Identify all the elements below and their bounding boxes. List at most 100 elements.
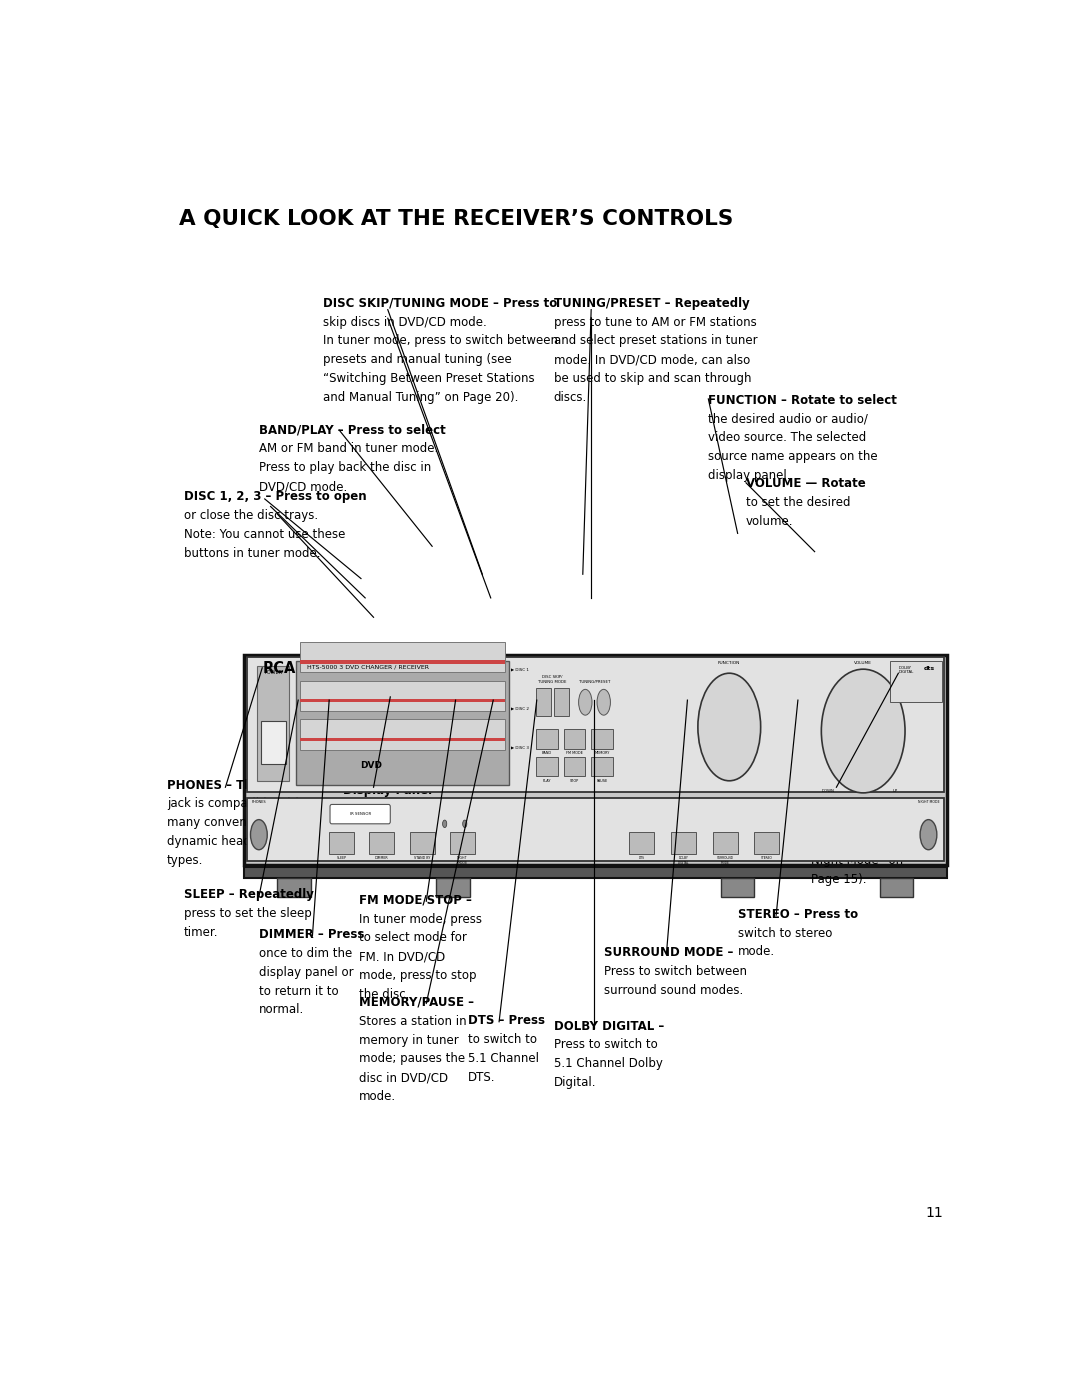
Text: 5.1 Channel Dolby: 5.1 Channel Dolby bbox=[554, 1058, 662, 1070]
Text: to return it to: to return it to bbox=[259, 985, 338, 997]
Text: the desired audio or audio/: the desired audio or audio/ bbox=[708, 412, 868, 425]
Text: video source. The selected: video source. The selected bbox=[708, 432, 866, 444]
Text: the disc.: the disc. bbox=[360, 988, 409, 1000]
Text: PAUSE: PAUSE bbox=[596, 778, 608, 782]
Text: surround sound modes.: surround sound modes. bbox=[604, 983, 743, 997]
Text: DTS: DTS bbox=[638, 856, 645, 861]
FancyBboxPatch shape bbox=[536, 689, 551, 717]
Text: STEREO: STEREO bbox=[761, 856, 773, 861]
Text: VOLUME: VOLUME bbox=[854, 661, 873, 665]
Text: be used to skip and scan through: be used to skip and scan through bbox=[554, 372, 751, 386]
Text: mode; pauses the: mode; pauses the bbox=[360, 1052, 465, 1066]
Text: STAND BY: STAND BY bbox=[414, 856, 430, 861]
FancyBboxPatch shape bbox=[244, 866, 947, 877]
Text: buttons in tuner mode.: buttons in tuner mode. bbox=[184, 546, 320, 560]
Text: DIMMER – Press: DIMMER – Press bbox=[259, 928, 364, 942]
Text: and select preset stations in tuner: and select preset stations in tuner bbox=[554, 334, 757, 348]
Text: or close the disc trays.: or close the disc trays. bbox=[184, 509, 318, 522]
Text: SLEEP – Repeatedly: SLEEP – Repeatedly bbox=[184, 888, 313, 901]
FancyBboxPatch shape bbox=[300, 643, 505, 672]
FancyBboxPatch shape bbox=[536, 729, 557, 749]
Text: Note: You cannot use these: Note: You cannot use these bbox=[184, 528, 345, 541]
FancyBboxPatch shape bbox=[278, 877, 311, 897]
FancyBboxPatch shape bbox=[671, 833, 696, 854]
Text: memory in tuner: memory in tuner bbox=[360, 1034, 459, 1046]
Text: IR SENSOR: IR SENSOR bbox=[350, 812, 370, 816]
Text: volume.: volume. bbox=[746, 515, 794, 528]
FancyBboxPatch shape bbox=[330, 805, 390, 824]
Text: press to set the sleep: press to set the sleep bbox=[184, 907, 311, 921]
Text: SURROUND
MODE: SURROUND MODE bbox=[717, 856, 733, 865]
FancyBboxPatch shape bbox=[591, 729, 613, 749]
FancyBboxPatch shape bbox=[880, 877, 914, 897]
Text: Press to switch to: Press to switch to bbox=[554, 1038, 658, 1052]
FancyBboxPatch shape bbox=[890, 661, 942, 703]
Ellipse shape bbox=[920, 820, 936, 849]
Text: VOLUME — Rotate: VOLUME — Rotate bbox=[746, 478, 866, 490]
Text: Press to play back the disc in: Press to play back the disc in bbox=[259, 461, 431, 475]
Text: timer.: timer. bbox=[184, 926, 218, 939]
Text: once to dim the: once to dim the bbox=[259, 947, 352, 960]
Text: DIMMER: DIMMER bbox=[375, 856, 389, 861]
FancyBboxPatch shape bbox=[260, 721, 285, 764]
Text: range (see “Using: range (see “Using bbox=[811, 835, 918, 848]
Text: A QUICK LOOK AT THE RECEIVER’S CONTROLS: A QUICK LOOK AT THE RECEIVER’S CONTROLS bbox=[178, 208, 733, 229]
FancyBboxPatch shape bbox=[564, 757, 585, 777]
Text: dynamic headphone: dynamic headphone bbox=[166, 835, 287, 848]
FancyBboxPatch shape bbox=[329, 833, 354, 854]
Text: RCA: RCA bbox=[262, 661, 296, 676]
FancyBboxPatch shape bbox=[300, 680, 505, 711]
Ellipse shape bbox=[821, 669, 905, 793]
Text: many conventional: many conventional bbox=[166, 816, 280, 830]
FancyBboxPatch shape bbox=[449, 833, 475, 854]
FancyBboxPatch shape bbox=[755, 833, 780, 854]
FancyBboxPatch shape bbox=[591, 757, 613, 777]
FancyBboxPatch shape bbox=[409, 833, 434, 854]
Text: Press to compress: Press to compress bbox=[811, 798, 918, 810]
Text: Stores a station in: Stores a station in bbox=[360, 1014, 467, 1028]
FancyBboxPatch shape bbox=[436, 877, 470, 897]
FancyBboxPatch shape bbox=[554, 689, 569, 717]
Text: NIGHT
MODE: NIGHT MODE bbox=[457, 856, 468, 865]
Text: ▶ DISC 3: ▶ DISC 3 bbox=[511, 745, 529, 749]
Text: DVD/CD mode.: DVD/CD mode. bbox=[259, 481, 347, 493]
Text: disc in DVD/CD: disc in DVD/CD bbox=[360, 1071, 448, 1084]
Text: switch to stereo: switch to stereo bbox=[738, 926, 832, 940]
Text: presets and manual tuning (see: presets and manual tuning (see bbox=[323, 353, 512, 366]
Text: press to tune to AM or FM stations: press to tune to AM or FM stations bbox=[554, 316, 756, 328]
Text: MEMORY: MEMORY bbox=[594, 750, 610, 754]
Text: FM. In DVD/CD: FM. In DVD/CD bbox=[360, 950, 446, 963]
FancyBboxPatch shape bbox=[296, 661, 509, 785]
Text: mode.: mode. bbox=[738, 946, 774, 958]
Text: to switch to: to switch to bbox=[468, 1032, 537, 1046]
Text: and Manual Tuning” on Page 20).: and Manual Tuning” on Page 20). bbox=[323, 391, 518, 404]
FancyBboxPatch shape bbox=[257, 666, 289, 781]
Text: FUNCTION: FUNCTION bbox=[718, 661, 741, 665]
Text: DVD: DVD bbox=[360, 761, 382, 770]
Text: BAND/PLAY – Press to select: BAND/PLAY – Press to select bbox=[259, 423, 446, 437]
FancyBboxPatch shape bbox=[300, 661, 505, 664]
Text: NIGHT MODE: NIGHT MODE bbox=[918, 800, 940, 805]
Text: UP: UP bbox=[892, 789, 897, 792]
Text: mode, press to stop: mode, press to stop bbox=[360, 970, 476, 982]
FancyBboxPatch shape bbox=[713, 833, 738, 854]
Text: display panel or: display panel or bbox=[259, 965, 353, 979]
Text: PHONES: PHONES bbox=[252, 800, 266, 805]
Text: ▶ DISC 2: ▶ DISC 2 bbox=[511, 707, 529, 711]
Text: FM MODE: FM MODE bbox=[566, 750, 583, 754]
Text: PLAY: PLAY bbox=[542, 778, 551, 782]
FancyBboxPatch shape bbox=[629, 833, 654, 854]
Text: STOP: STOP bbox=[570, 778, 579, 782]
Ellipse shape bbox=[443, 820, 447, 827]
Text: Press to switch between: Press to switch between bbox=[604, 965, 746, 978]
Text: TUNING/PRESET: TUNING/PRESET bbox=[579, 680, 610, 685]
Text: DOLBY
DIGITAL: DOLBY DIGITAL bbox=[899, 666, 914, 675]
Text: DISC SKIP/TUNING MODE – Press to: DISC SKIP/TUNING MODE – Press to bbox=[323, 296, 557, 310]
Text: DOWN: DOWN bbox=[822, 789, 835, 792]
Text: DOLBY DIGITAL –: DOLBY DIGITAL – bbox=[554, 1020, 664, 1032]
Ellipse shape bbox=[597, 689, 610, 715]
Text: DTS – Press: DTS – Press bbox=[468, 1014, 545, 1027]
Text: PHONES – This: PHONES – This bbox=[166, 778, 264, 792]
Text: ▶ DISC 1: ▶ DISC 1 bbox=[511, 668, 529, 672]
Text: POWER: POWER bbox=[265, 671, 282, 675]
